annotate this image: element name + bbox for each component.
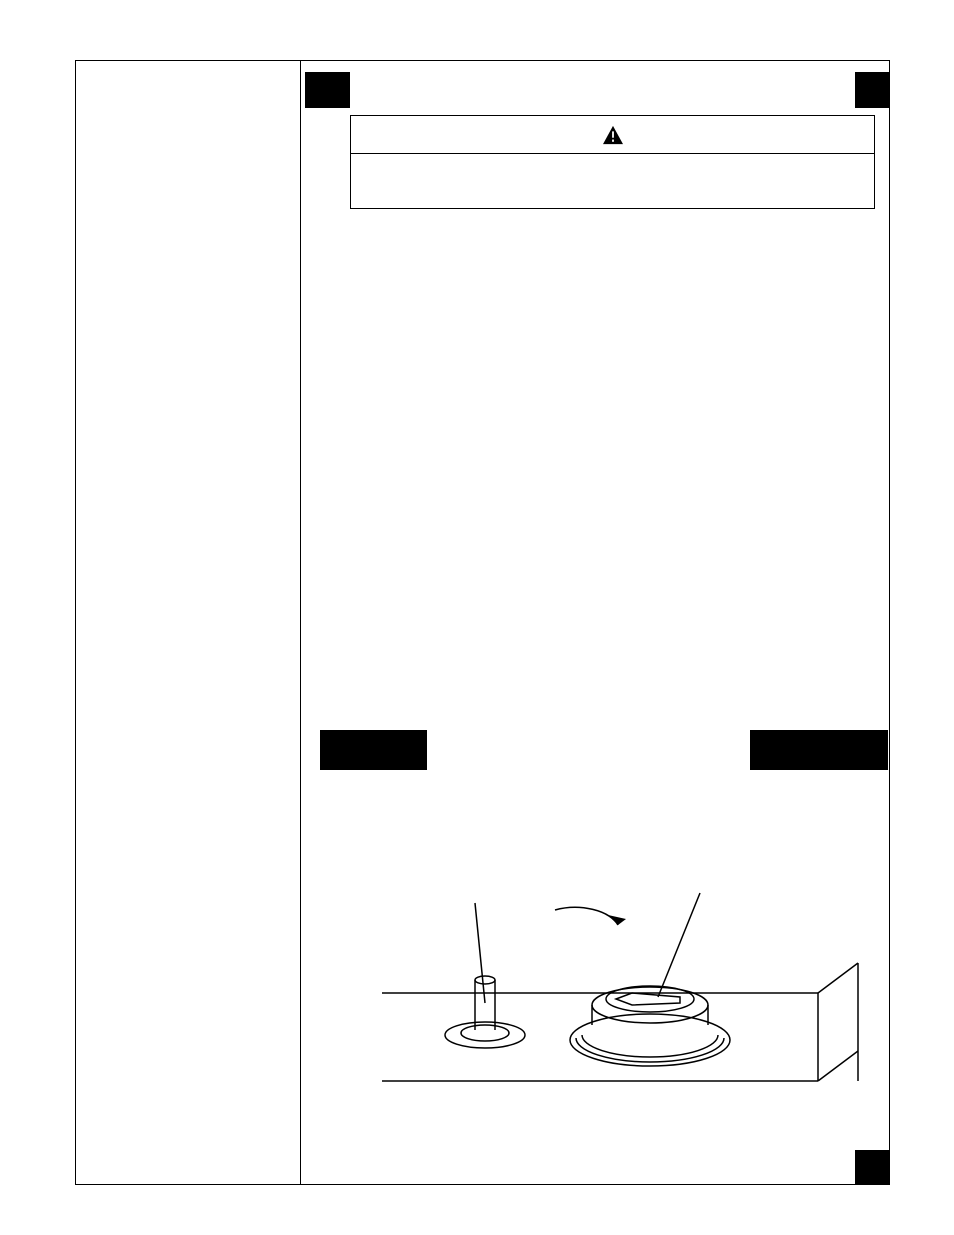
warning-header <box>351 116 874 154</box>
document-page <box>0 0 954 1235</box>
warning-body <box>351 154 874 208</box>
column-divider <box>300 60 301 1185</box>
section-marker-mid-left <box>320 730 427 770</box>
knob-illustration <box>380 885 860 1115</box>
page-number-box <box>855 1150 890 1185</box>
section-marker-top-right <box>855 72 890 108</box>
warning-triangle-icon <box>602 125 624 145</box>
section-marker-top-left <box>305 72 350 108</box>
section-marker-mid-right <box>750 730 888 770</box>
warning-callout <box>350 115 875 209</box>
